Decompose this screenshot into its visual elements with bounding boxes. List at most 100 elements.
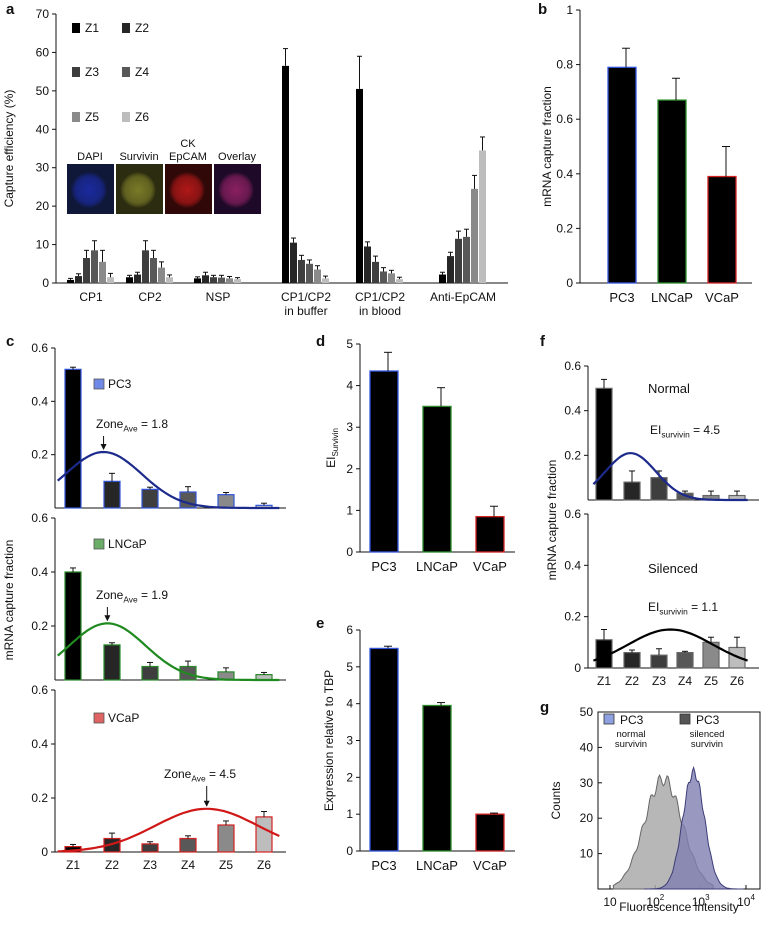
panel-a-bar-Z4 [380, 271, 387, 283]
panel-e-bar-VCaP [475, 813, 505, 852]
inset-cell-0 [71, 172, 107, 208]
panel-a-legend-swatch-Z3 [72, 67, 80, 77]
panel-g-legend-note-1: survivin [691, 739, 723, 750]
panel-c-PC3-bar-Z5 [217, 494, 235, 509]
panel-d-y-tick-label: 2 [346, 462, 353, 476]
panel-c-VCaP-y-tick-label: 0 [41, 845, 48, 859]
panel-f-Silenced-bar-Z2 [623, 651, 641, 669]
panel-a-bar-Z1 [282, 65, 289, 283]
panel-a-category-label: in buffer [284, 304, 327, 318]
panel-f-Normal-bar-Z2 [623, 481, 641, 501]
panel-a-bar-Z3 [298, 259, 305, 283]
panel-c-VCaP-y-tick-label: 0.2 [31, 791, 48, 805]
panel-d-category-label: PC3 [371, 559, 396, 574]
panel-e-y-tick-label: 2 [346, 770, 353, 784]
panel-f-ylabel: mRNA capture fraction [545, 460, 559, 581]
panel-a-bar-Z4 [91, 250, 98, 283]
panel-a-bar-Z2 [202, 275, 209, 283]
panel-a-legend-swatch-Z1 [72, 23, 80, 33]
panel-f-Normal-y-tick-label: 0.6 [564, 359, 581, 373]
panel-e-ylabel: Expression relative to TBP [322, 670, 336, 811]
panel-d-ylabel: EISurvivin [324, 428, 340, 468]
panel-d-category-label: LNCaP [416, 559, 458, 574]
panel-e-y-tick-label: 1 [346, 807, 353, 821]
panel-a-legend-label-Z4: Z4 [135, 65, 149, 79]
panel-a-bar-Z2 [134, 274, 141, 283]
panel-a-bar-Z4 [150, 258, 157, 283]
panel-b-y-tick-label: 0.2 [556, 221, 573, 235]
panel-b-category-label: PC3 [609, 290, 634, 305]
panel-e-category-label: LNCaP [416, 858, 458, 873]
panel-a-bar-Z2 [290, 242, 297, 283]
z-category-label: Z2 [625, 674, 639, 688]
panel-a-bar-Z6 [166, 277, 173, 283]
panel-b-category-label: VCaP [705, 290, 739, 305]
panel-b-bar-PC3 [607, 66, 637, 284]
panel-e-y-tick-label: 0 [346, 844, 353, 858]
panel-d-y-tick-label: 1 [346, 503, 353, 517]
panel-a-y-tick-label: 50 [36, 84, 50, 98]
panel-a-legend-swatch-Z2 [122, 23, 130, 33]
panel-a-bar-Z1 [67, 279, 74, 283]
panel-d-y-tick-label: 3 [346, 420, 353, 434]
panel-a-bar-Z5 [314, 269, 321, 283]
z-category-label: Z1 [597, 674, 611, 688]
panel-a-bar-Z6 [234, 279, 241, 283]
panel-g-ylabel: Counts [549, 781, 563, 819]
panel-c-VCaP-bar-Z6 [255, 816, 273, 853]
z-category-label: Z3 [143, 858, 157, 872]
panel-letter-d: d [316, 333, 325, 350]
panel-a-bar-Z6 [107, 277, 114, 283]
panel-c-VCaP-bar-Z4 [179, 837, 197, 853]
panel-letter-f: f [540, 333, 546, 350]
panel-c-LNCaP-y-tick-label: 0.6 [31, 511, 48, 525]
inset-label: Survivin [119, 151, 158, 163]
panel-g-y-tick-label: 30 [580, 776, 594, 790]
panel-letter-b: b [538, 1, 547, 18]
panel-c-LNCaP-fit-curve [56, 622, 280, 682]
panel-e-y-tick-label: 5 [346, 660, 353, 674]
panel-c-VCaP-y-tick-label: 0.4 [31, 737, 48, 751]
panel-c-LNCaP-bar-Z2 [103, 644, 121, 681]
panel-e-y-tick-label: 6 [346, 623, 353, 637]
panel-c-legend-label-LNCaP: LNCaP [108, 537, 147, 551]
panel-g-y-tick-label: 20 [580, 811, 594, 825]
z-category-label: Z6 [730, 674, 744, 688]
panel-b-ylabel: mRNA capture fraction [540, 86, 554, 207]
panel-c-VCaP-bar-Z5 [217, 824, 235, 853]
panel-c-VCaP-fit-curve [57, 807, 280, 853]
panel-d-bar-PC3 [369, 370, 399, 553]
panel-f-Silenced-y-tick-label: 0.4 [564, 558, 581, 572]
z-category-label: Z6 [257, 858, 271, 872]
panel-a-bar-Z1 [439, 274, 446, 283]
panel-a-legend-label-Z6: Z6 [135, 110, 149, 124]
panel-a-y-tick-label: 20 [36, 199, 50, 213]
panel-letter-a: a [6, 1, 15, 18]
panel-e-y-tick-label: 4 [346, 697, 353, 711]
panel-a-y-tick-label: 10 [36, 238, 50, 252]
panel-a-bar-Z2 [447, 256, 454, 283]
panel-g-y-tick-label: 10 [580, 847, 594, 861]
panel-a-bar-Z1 [126, 277, 133, 283]
panel-b-y-tick-label: 0 [566, 276, 573, 290]
panel-f-Silenced-bar-Z4 [676, 651, 694, 669]
panel-d-bar-LNCaP [422, 405, 452, 553]
inset-label: Overlay [218, 151, 256, 163]
panel-a-bar-Z6 [479, 150, 486, 283]
panel-b-bar-LNCaP [657, 99, 687, 284]
panel-c-legend-label-PC3: PC3 [108, 377, 132, 391]
panel-a-bar-Z6 [322, 278, 329, 283]
panel-c-legend-swatch-VCaP [93, 712, 105, 724]
panel-a-category-label: Anti-EpCAM [430, 290, 496, 304]
panel-e-bar-PC3 [369, 647, 399, 852]
panel-c-PC3-bar-Z3 [141, 488, 159, 509]
panel-e-category-label: VCaP [473, 858, 507, 873]
panel-d-y-tick-label: 4 [346, 379, 353, 393]
panel-a-legend-label-Z3: Z3 [85, 65, 99, 79]
panel-a-category-label: CP2 [138, 290, 162, 304]
panel-b-bar-VCaP [707, 175, 737, 284]
panel-b-y-tick-label: 1 [566, 3, 573, 17]
panel-b-y-tick-label: 0.4 [556, 167, 573, 181]
panel-a-category-label: CP1/CP2 [355, 290, 405, 304]
